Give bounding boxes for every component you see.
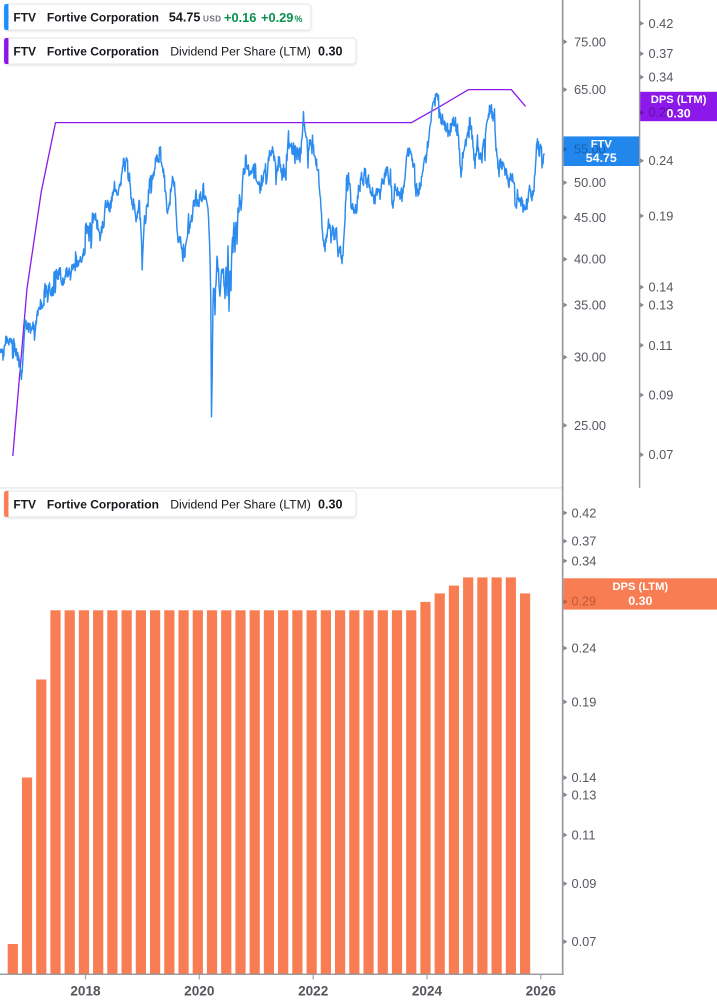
svg-text:0.30: 0.30 [318,45,343,59]
svg-text:0.30: 0.30 [318,498,343,512]
svg-text:75.00: 75.00 [574,34,606,49]
svg-text:+0.29: +0.29 [261,10,293,25]
svg-text:55.00: 55.00 [574,142,606,156]
svg-text:2026: 2026 [526,983,557,998]
svg-text:0.07: 0.07 [572,934,597,949]
svg-text:0.14: 0.14 [649,280,674,295]
svg-text:0.30: 0.30 [628,594,652,608]
svg-text:Dividend Per Share (LTM): Dividend Per Share (LTM) [170,45,311,59]
svg-text:0.13: 0.13 [572,787,597,802]
svg-text:0.29: 0.29 [649,106,674,120]
svg-text:0.09: 0.09 [572,876,597,891]
svg-text:FTV: FTV [13,45,36,59]
svg-text:Fortive Corporation: Fortive Corporation [47,45,159,59]
svg-text:0.29: 0.29 [572,595,597,609]
svg-text:0.19: 0.19 [649,208,674,223]
svg-text:0.42: 0.42 [649,16,674,31]
svg-text:2020: 2020 [184,983,214,998]
svg-text:0.30: 0.30 [667,107,691,121]
svg-text:54.75: 54.75 [586,151,617,165]
svg-text:40.00: 40.00 [574,252,606,267]
svg-text:0.24: 0.24 [572,641,597,656]
svg-text:30.00: 30.00 [574,350,606,365]
svg-text:35.00: 35.00 [574,298,606,313]
svg-text:2024: 2024 [412,983,443,998]
svg-text:50.00: 50.00 [574,175,606,190]
svg-text:65.00: 65.00 [574,82,606,97]
svg-text:0.42: 0.42 [572,505,597,520]
svg-text:0.34: 0.34 [649,70,674,85]
svg-text:2022: 2022 [298,983,329,998]
svg-text:USD: USD [203,15,222,24]
svg-text:0.07: 0.07 [649,447,674,462]
svg-text:25.00: 25.00 [574,418,606,433]
svg-text:0.14: 0.14 [572,770,597,785]
svg-text:+0.16: +0.16 [224,10,256,25]
svg-text:0.34: 0.34 [572,553,597,568]
svg-text:0.13: 0.13 [649,298,674,313]
svg-text:Dividend Per Share (LTM): Dividend Per Share (LTM) [170,498,311,512]
svg-text:0.19: 0.19 [572,694,597,709]
svg-text:45.00: 45.00 [574,210,606,225]
svg-text:0.11: 0.11 [572,828,596,843]
svg-text:Fortive Corporation: Fortive Corporation [47,11,159,25]
svg-text:2018: 2018 [70,983,101,998]
svg-text:0.37: 0.37 [649,46,674,61]
svg-text:0.11: 0.11 [649,338,673,353]
svg-text:%: % [295,14,303,24]
svg-text:54.75: 54.75 [169,10,201,24]
svg-text:0.09: 0.09 [649,388,674,403]
svg-text:Fortive Corporation: Fortive Corporation [47,498,159,512]
svg-text:0.24: 0.24 [649,153,674,168]
svg-text:FTV: FTV [13,11,36,25]
svg-text:0.37: 0.37 [572,534,597,549]
svg-text:DPS (LTM): DPS (LTM) [612,581,668,593]
svg-text:FTV: FTV [13,498,36,512]
svg-text:FTV: FTV [591,138,613,150]
svg-text:DPS (LTM): DPS (LTM) [651,94,707,106]
